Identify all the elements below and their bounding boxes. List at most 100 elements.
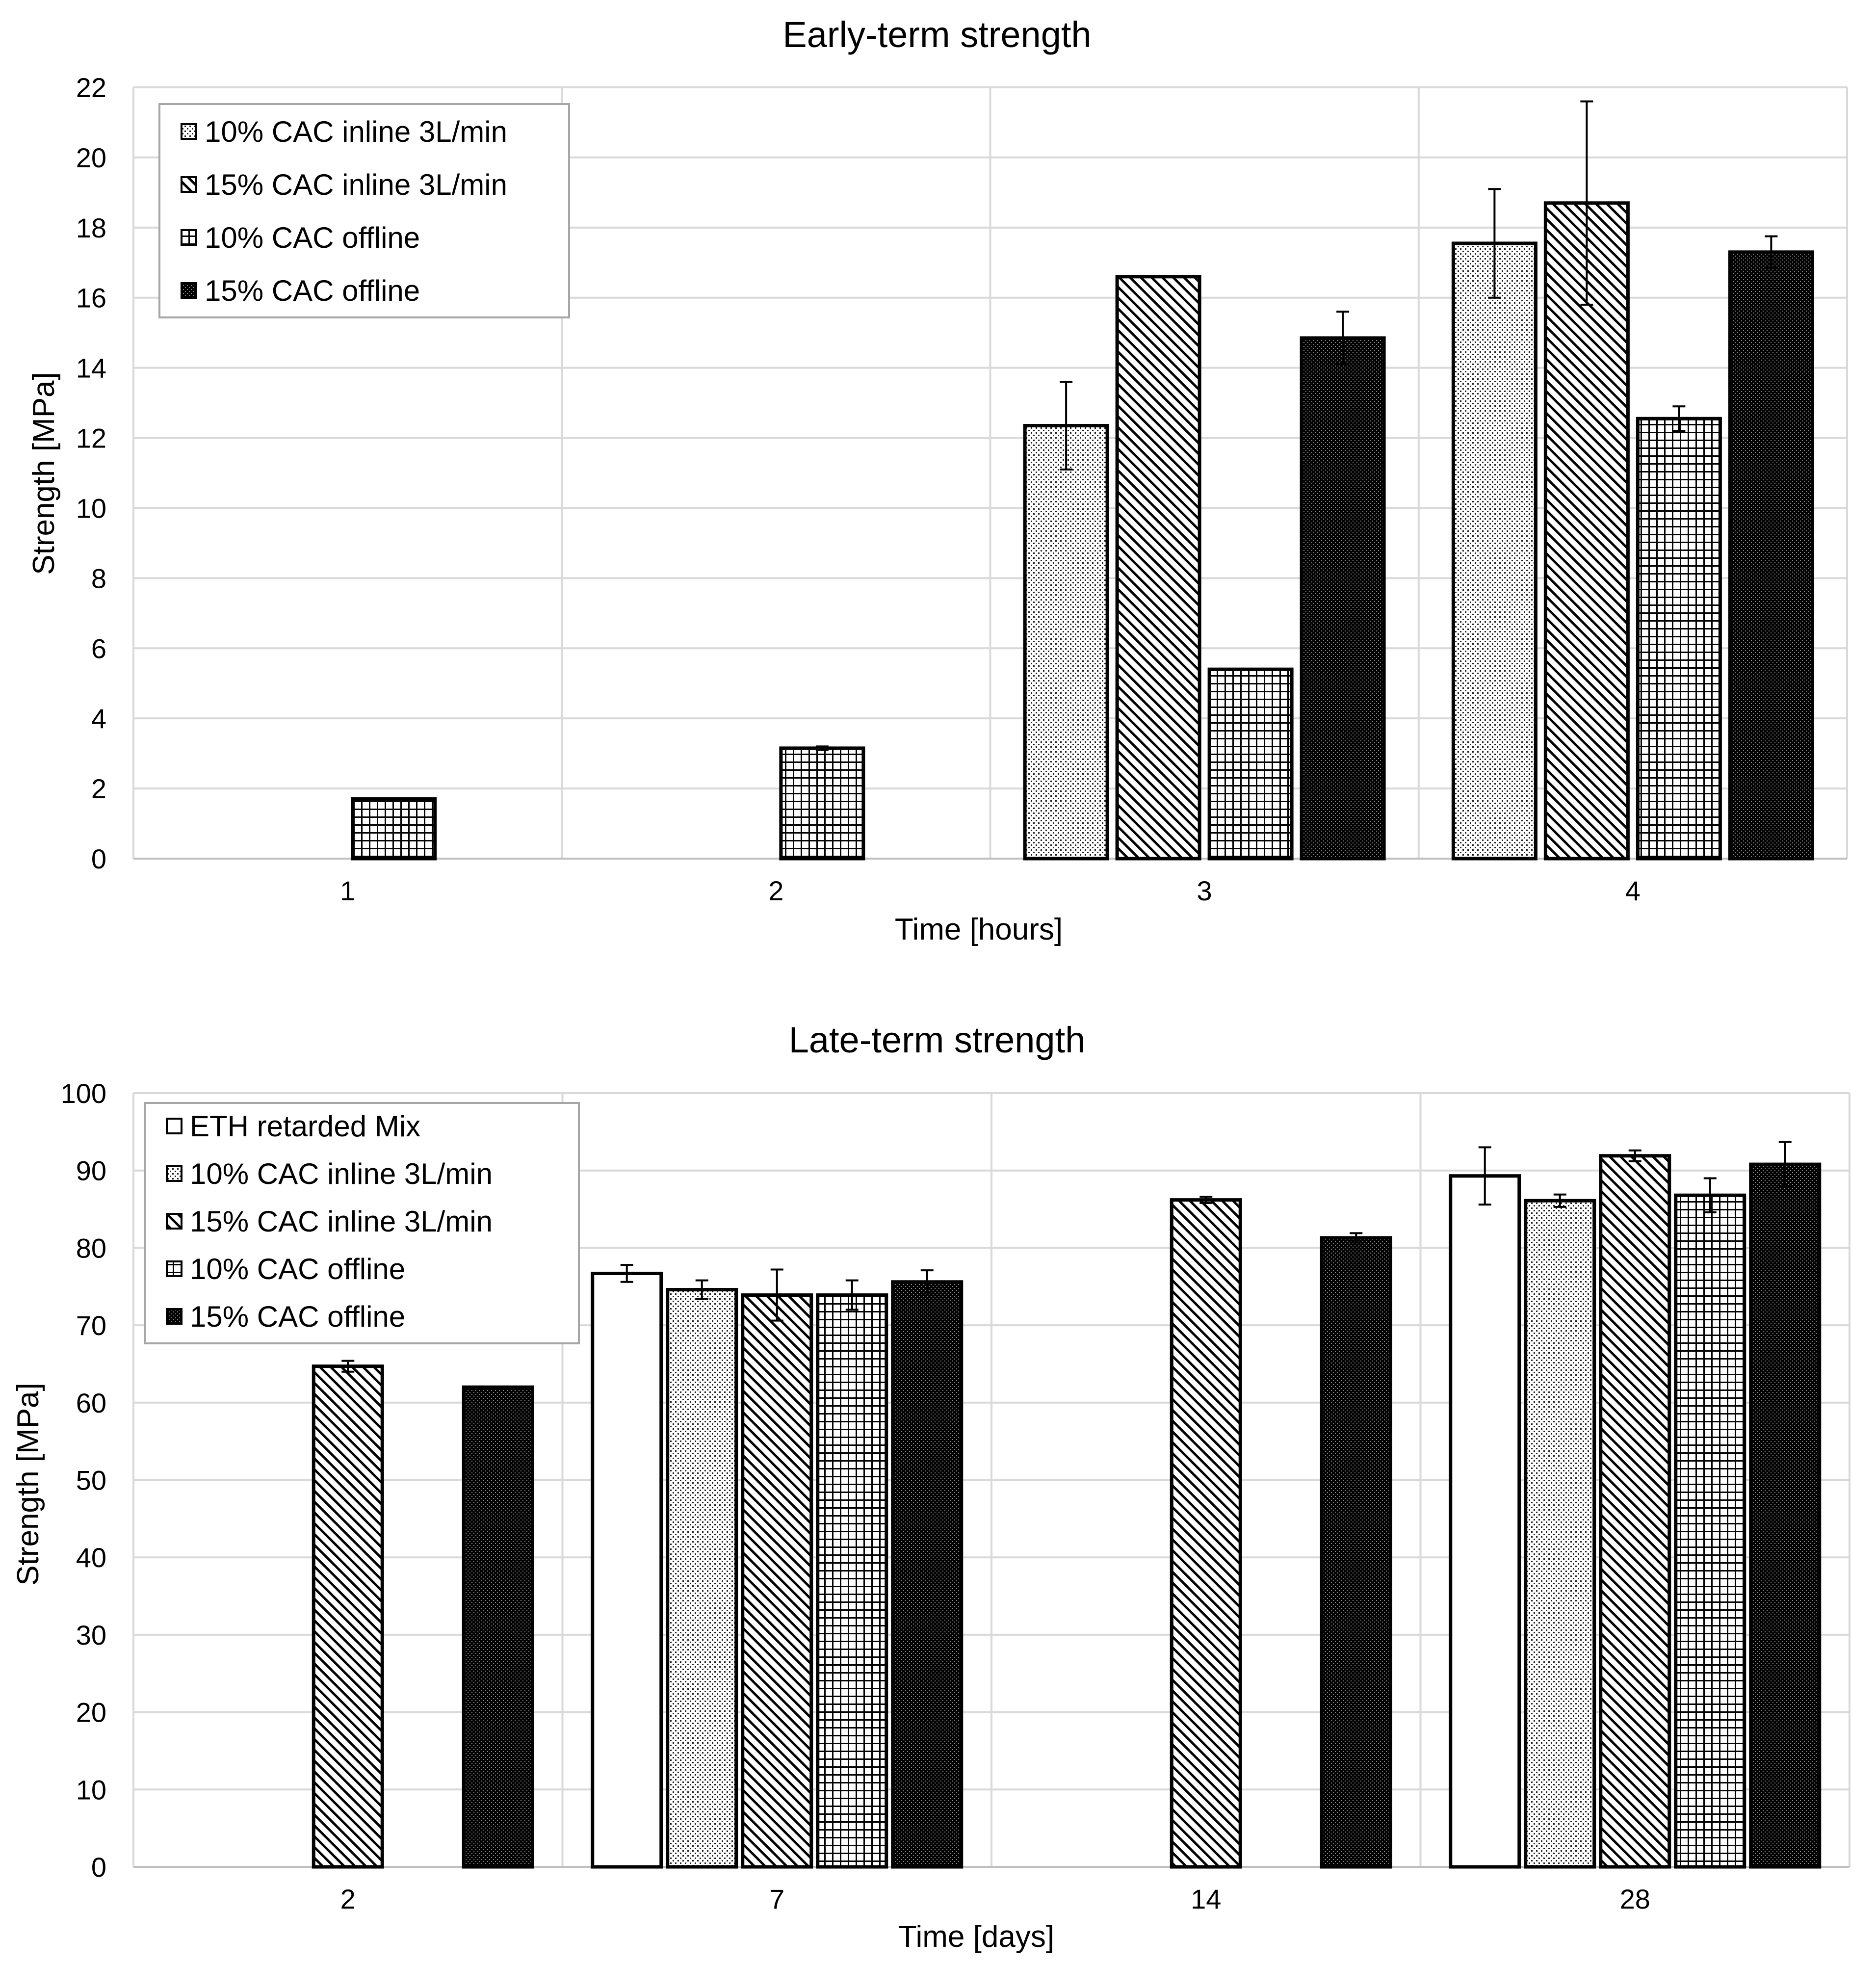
error-bar (1478, 1146, 1491, 1206)
error-bar (1672, 405, 1686, 432)
bar (1674, 1193, 1746, 1869)
y-axis-label: Strength [MPa] (27, 372, 61, 575)
bar (1451, 241, 1537, 861)
legend-label: 10% CAC offline (205, 221, 420, 254)
legend-label: 10% CAC offline (190, 1253, 405, 1285)
bars (351, 201, 1814, 861)
legend-label: 10% CAC inline 3L/min (190, 1157, 493, 1190)
y-tick-label: 14 (76, 353, 106, 384)
y-tick-label: 20 (76, 142, 106, 173)
y-tick-label: 100 (61, 1078, 106, 1109)
bar (1023, 424, 1109, 861)
x-ticks: 1 2 3 4 (340, 875, 1641, 906)
legend-label: ETH retarded Mix (190, 1110, 420, 1143)
legend-swatch (166, 1213, 182, 1230)
y-tick-label: 60 (76, 1388, 106, 1418)
bar (1543, 201, 1630, 861)
legend-label: 15% CAC inline 3L/min (205, 168, 507, 201)
x-axis-label: Time [hours] (895, 913, 1063, 946)
y-tick-label: 8 (91, 563, 106, 594)
error-bar (341, 1360, 355, 1373)
bars (312, 1154, 1822, 1869)
legend: 10% CAC inline 3L/min 15% CAC inline 3L/m… (158, 103, 570, 318)
error-bar (1336, 311, 1350, 366)
legend-swatch (181, 176, 197, 193)
y-tick-label: 2 (91, 773, 106, 804)
bar (1524, 1199, 1596, 1869)
legend-label: 10% CAC inline 3L/min (205, 115, 507, 148)
chart-late: Late-term strength 0 10 20 30 40 50 60 70 80 90 10… (11, 1020, 1850, 1954)
y-tick-label: 70 (76, 1310, 106, 1341)
y-tick-label: 22 (76, 72, 106, 103)
legend-box (158, 103, 570, 318)
legend-label: 15% CAC offline (205, 274, 420, 307)
bar (1449, 1174, 1521, 1869)
error-bar (1199, 1196, 1213, 1204)
bar (591, 1271, 663, 1869)
x-tick-label: 28 (1620, 1884, 1650, 1914)
legend-swatch (181, 229, 197, 246)
error-bar (845, 1279, 859, 1311)
bar (1749, 1162, 1822, 1869)
error-bar (770, 1268, 783, 1322)
error-bar (1553, 1193, 1566, 1208)
y-tick-label: 40 (76, 1542, 106, 1573)
y-tick-label: 50 (76, 1465, 106, 1496)
bar (891, 1280, 964, 1869)
y-tick-label: 20 (76, 1697, 106, 1728)
chart-title: Early-term strength (782, 14, 1091, 55)
legend-swatch (166, 1165, 182, 1182)
x-ticks: 2 7 14 28 (340, 1884, 1650, 1914)
y-tick-label: 12 (76, 423, 106, 454)
error-bar (1765, 235, 1778, 269)
error-bar (1488, 188, 1501, 299)
x-tick-label: 2 (340, 1884, 356, 1914)
legend-label: 15% CAC inline 3L/min (190, 1205, 493, 1238)
bar (816, 1293, 888, 1869)
bar (1170, 1198, 1242, 1869)
y-tick-label: 0 (91, 1852, 106, 1883)
error-bar (1778, 1141, 1792, 1188)
bar (666, 1288, 738, 1869)
legend-box (144, 1102, 580, 1344)
bar (741, 1293, 813, 1869)
legend-label: 15% CAC offline (190, 1300, 405, 1333)
error-bar (695, 1279, 708, 1300)
error-bar (1350, 1232, 1363, 1244)
y-tick-label: 18 (76, 212, 106, 243)
y-tick-label: 16 (76, 283, 106, 314)
error-bar (1628, 1149, 1642, 1162)
bar (1207, 667, 1294, 861)
grid-lines (132, 86, 1848, 860)
bar (462, 1385, 534, 1869)
x-tick-label: 4 (1625, 875, 1641, 906)
legend-swatch (166, 1260, 182, 1277)
y-tick-label: 30 (76, 1620, 106, 1651)
y-tick-label: 80 (76, 1232, 106, 1263)
y-tick-label: 90 (76, 1155, 106, 1186)
error-bars (341, 1141, 1792, 1373)
bar (1320, 1236, 1392, 1869)
x-axis-label: Time [days] (898, 1920, 1054, 1954)
y-axis-label: Strength [MPa] (11, 1383, 45, 1586)
x-tick-label: 2 (768, 875, 783, 906)
bar (312, 1364, 384, 1869)
y-tick-label: 0 (91, 843, 106, 874)
error-bar (1703, 1177, 1717, 1213)
y-tick-label: 6 (91, 633, 106, 664)
x-tick-label: 1 (340, 875, 355, 906)
error-bars (815, 100, 1778, 751)
x-tick-label: 14 (1191, 1884, 1221, 1914)
bar (779, 746, 865, 861)
error-bar (1580, 100, 1593, 306)
bar (1300, 336, 1386, 861)
legend: ETH retarded Mix 10% CAC inline 3L/min 15%… (144, 1102, 580, 1344)
y-tick-label: 4 (91, 703, 106, 734)
bar (1728, 250, 1814, 861)
bar (1636, 417, 1722, 861)
bar (1599, 1154, 1671, 1869)
error-bar (1060, 381, 1073, 471)
bar (351, 797, 437, 861)
y-tick-label: 10 (76, 493, 106, 524)
chart-early: Early-term strength 0246810121416182022 … (27, 14, 1848, 946)
